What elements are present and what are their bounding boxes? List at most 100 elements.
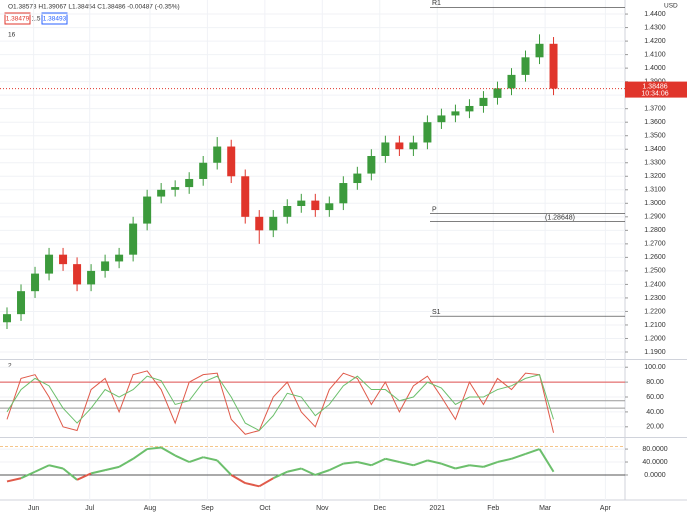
candle-body [255, 216, 264, 231]
candle-body [241, 176, 250, 217]
candle-body [395, 142, 404, 150]
momentum-segment [469, 464, 484, 468]
momentum-segment [357, 461, 372, 467]
candle-body [311, 200, 320, 211]
candle-body [101, 261, 110, 271]
candle-body [437, 115, 446, 123]
candle-body [535, 43, 544, 58]
candle-body [45, 254, 54, 274]
momentum-segment [174, 454, 190, 463]
ask-box[interactable] [41, 12, 68, 25]
momentum-segment [314, 469, 330, 476]
y-tick-label: 1.2500 [644, 268, 666, 275]
pivot-label: P [432, 206, 437, 213]
momentum-segment [20, 470, 36, 480]
momentum-segment [188, 456, 204, 463]
momentum-segment [160, 446, 176, 457]
y-tick-label: 1.3000 [644, 200, 666, 207]
x-tick-label: Sep [201, 505, 214, 512]
momentum-segment [427, 459, 442, 465]
candle-body [31, 273, 40, 292]
momentum-segment [399, 461, 414, 467]
candle-body [465, 105, 474, 112]
pivot-label: R1 [432, 0, 441, 7]
x-tick-label: Apr [600, 505, 612, 512]
momentum-segment [147, 446, 162, 451]
candle-body [87, 270, 96, 285]
ohlc-text: O1.38573 H1.39067 L1.38454 C1.38486 -0.0… [8, 4, 180, 11]
pivot-label: S1 [432, 309, 441, 316]
candle-body [367, 155, 376, 174]
y-tick-label: 1.3600 [644, 119, 666, 126]
spread: 1.5 [31, 16, 40, 23]
last-price-box [625, 81, 687, 98]
candle-body [297, 200, 306, 207]
candle-body [325, 203, 334, 211]
momentum-segment [328, 462, 344, 472]
x-tick-label: Mar [539, 505, 552, 512]
momentum-segment [104, 465, 120, 472]
candle-body [269, 216, 278, 231]
ask[interactable]: 1.38493 [43, 16, 67, 23]
candle-body [143, 196, 152, 224]
y-tick-label: 40.0000 [642, 459, 667, 466]
y-tick-label: 1.3100 [644, 187, 666, 194]
candle-body [3, 314, 12, 323]
y-tick-label: 100.00 [644, 364, 666, 371]
x-tick-label: Jun [28, 505, 39, 512]
indicator-label: 2 [8, 363, 12, 370]
bid-box[interactable] [4, 12, 31, 25]
x-tick-label: Oct [259, 505, 270, 512]
candle-body [339, 183, 348, 204]
y-tick-label: 1.3400 [644, 146, 666, 153]
y-tick-label: 1.2700 [644, 241, 666, 248]
momentum-segment [370, 457, 386, 467]
y-tick-label: 1.2300 [644, 295, 666, 302]
x-tick-label: Dec [374, 505, 387, 512]
momentum-segment [132, 448, 148, 460]
momentum-segment [258, 477, 274, 488]
momentum-segment [34, 464, 50, 473]
candle-body [115, 254, 124, 262]
x-tick-label: 2021 [429, 505, 445, 512]
momentum-segment [483, 461, 498, 468]
momentum-segment [90, 469, 106, 475]
momentum-segment [202, 456, 218, 462]
candle-body [479, 97, 488, 106]
candle-body [521, 57, 530, 75]
y-tick-label: 1.2800 [644, 227, 666, 234]
momentum-segment [6, 477, 22, 483]
indicator-label: 16 [8, 32, 16, 39]
y-tick-label: 1.3500 [644, 133, 666, 140]
pivot-label: (1.28648) [545, 214, 575, 221]
momentum-segment [441, 462, 456, 470]
y-tick-label: 1.2000 [644, 335, 666, 342]
momentum-segment [511, 452, 526, 460]
y-tick-label: 1.2200 [644, 308, 666, 315]
momentum-segment [385, 457, 400, 463]
momentum-segment [216, 459, 232, 476]
x-tick-label: Jul [85, 505, 94, 512]
momentum-segment [230, 474, 246, 484]
y-tick-label: 80.00 [646, 379, 664, 386]
oscillator-line [6, 374, 555, 432]
y-tick-label: 40.00 [646, 409, 664, 416]
y-tick-label: 1.3700 [644, 106, 666, 113]
candle-body [381, 142, 390, 156]
y-tick-label: 1.2100 [644, 322, 666, 329]
momentum-segment [413, 459, 428, 467]
candle-body [59, 254, 68, 265]
countdown: 10:34:06 [641, 90, 668, 97]
candle-body [171, 187, 180, 190]
candle-body [549, 43, 558, 89]
y-tick-label: 0.0000 [644, 472, 666, 479]
momentum-segment [48, 464, 64, 470]
candle-body [353, 173, 362, 184]
bid[interactable]: 1.38479 [6, 16, 30, 23]
momentum-segment [118, 457, 134, 468]
y-tick-label: 1.3300 [644, 160, 666, 167]
momentum-segment [287, 467, 302, 473]
y-tick-label: 1.2600 [644, 254, 666, 261]
y-tick-label: 1.2900 [644, 214, 666, 221]
y-tick-label: 1.4100 [644, 51, 666, 58]
